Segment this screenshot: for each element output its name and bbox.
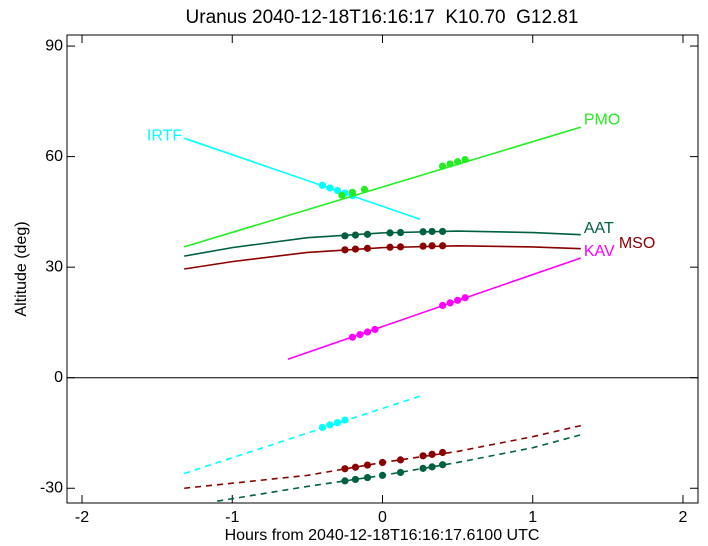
observation-marker	[446, 299, 454, 307]
observation-marker	[419, 464, 427, 472]
series-line	[184, 424, 581, 490]
y-tick-label: -30	[40, 479, 63, 496]
series-line	[183, 126, 582, 248]
observation-marker	[428, 227, 436, 236]
observation-marker	[318, 423, 327, 432]
observation-marker	[360, 185, 369, 194]
plot-frame	[66, 34, 699, 504]
series-label: AAT	[584, 220, 614, 237]
series-line	[183, 395, 421, 475]
observation-marker	[348, 333, 357, 341]
observation-marker	[326, 184, 334, 192]
observation-marker	[341, 477, 349, 485]
series-line	[183, 137, 421, 221]
observation-marker	[378, 471, 387, 479]
observation-marker	[396, 456, 405, 464]
observation-marker	[419, 242, 427, 250]
series-line	[184, 230, 581, 257]
observation-marker	[428, 242, 436, 250]
observation-marker	[428, 463, 436, 471]
observation-marker	[363, 328, 372, 336]
observation-marker	[419, 452, 427, 460]
observation-marker	[341, 246, 349, 254]
observation-marker	[351, 475, 360, 484]
observation-marker	[351, 231, 360, 239]
observation-marker	[351, 463, 360, 471]
observation-marker	[363, 461, 372, 469]
y-tick-label: 30	[45, 258, 63, 275]
observation-marker	[338, 191, 346, 199]
series-label: IRTF	[147, 127, 182, 144]
observation-marker	[341, 232, 349, 240]
y-tick-label: 90	[45, 37, 63, 54]
x-tick-label: -2	[75, 509, 89, 526]
series-label: PMO	[584, 111, 620, 128]
observation-marker	[428, 450, 436, 458]
series-line	[287, 257, 582, 361]
observation-marker	[341, 465, 349, 473]
observation-marker	[363, 473, 372, 482]
observation-marker	[461, 294, 469, 302]
observation-marker	[371, 325, 379, 334]
observation-marker	[438, 162, 447, 170]
observation-marker	[454, 296, 462, 304]
y-axis-label: Altitude (deg)	[13, 221, 30, 316]
observation-marker	[356, 330, 364, 339]
observation-marker	[438, 301, 447, 310]
observation-marker	[438, 242, 447, 250]
observation-marker	[419, 228, 427, 236]
observation-marker	[326, 421, 334, 429]
observation-marker	[333, 186, 342, 195]
x-tick-label: 2	[679, 509, 688, 526]
x-tick-label: 0	[378, 509, 387, 526]
observation-marker	[333, 419, 342, 427]
observation-marker	[348, 188, 357, 196]
observation-marker	[438, 227, 447, 236]
observation-marker	[363, 230, 372, 238]
observation-marker	[396, 243, 405, 251]
x-tick-label: -1	[225, 509, 239, 526]
observation-marker	[351, 245, 360, 253]
observation-marker	[461, 155, 469, 164]
observation-marker	[378, 458, 387, 467]
observation-marker	[438, 448, 447, 457]
observation-marker	[318, 181, 327, 189]
observation-marker	[454, 158, 462, 166]
y-tick-label: 60	[45, 148, 63, 165]
observation-marker	[396, 468, 405, 477]
observation-marker	[396, 228, 405, 237]
series-label: MSO	[619, 235, 655, 252]
observation-marker	[341, 416, 349, 424]
series-line	[184, 244, 581, 270]
chart-title: Uranus 2040-12-18T16:16:17 K10.70 G12.81	[186, 7, 579, 28]
observation-marker	[446, 160, 454, 168]
observation-marker	[438, 461, 447, 469]
observation-marker	[386, 243, 394, 251]
observation-marker	[363, 244, 372, 252]
x-tick-label: 1	[528, 509, 537, 526]
series-label: KAV	[584, 243, 615, 260]
observation-marker	[386, 229, 394, 237]
y-tick-label: 0	[54, 369, 63, 386]
x-axis-label: Hours from 2040-12-18T16:16:17.6100 UTC	[225, 527, 540, 544]
